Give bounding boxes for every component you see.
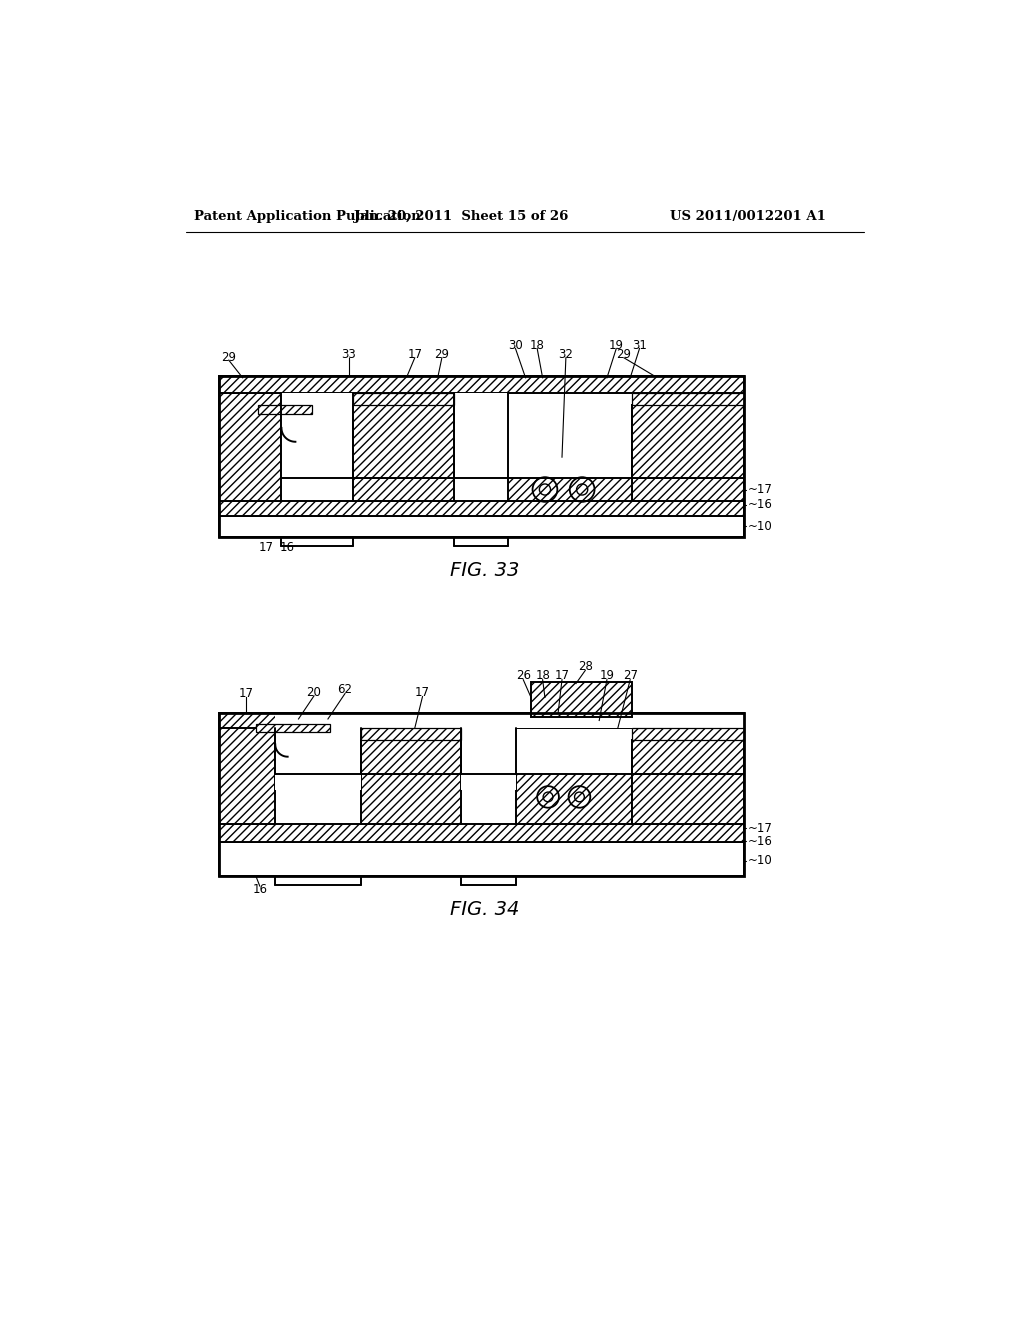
Bar: [632, 729, 744, 739]
Bar: [632, 405, 744, 478]
Text: 17: 17: [555, 669, 569, 682]
Bar: [219, 376, 744, 393]
Bar: [632, 393, 744, 478]
Bar: [219, 376, 744, 537]
Bar: [275, 729, 360, 789]
Bar: [360, 739, 461, 775]
Text: 32: 32: [558, 348, 573, 362]
Bar: [632, 775, 744, 825]
Text: ~17: ~17: [748, 822, 773, 834]
Text: 26: 26: [516, 669, 530, 682]
Bar: [219, 393, 282, 502]
Bar: [219, 502, 744, 516]
Text: Patent Application Publication: Patent Application Publication: [194, 210, 421, 223]
Text: 17: 17: [239, 686, 253, 700]
Text: ~10: ~10: [748, 854, 773, 867]
Text: 29: 29: [434, 348, 450, 362]
Bar: [219, 842, 744, 876]
Text: 29: 29: [616, 348, 632, 362]
Text: 18: 18: [536, 669, 550, 682]
Bar: [508, 478, 632, 502]
Text: 19: 19: [599, 669, 614, 682]
Text: 62: 62: [338, 684, 352, 696]
Text: US 2011/0012201 A1: US 2011/0012201 A1: [671, 210, 826, 223]
Bar: [352, 393, 454, 478]
Text: 19: 19: [608, 339, 624, 352]
Text: 18: 18: [529, 339, 545, 352]
Bar: [461, 729, 515, 789]
Bar: [632, 478, 744, 502]
Text: 31: 31: [632, 339, 647, 352]
Bar: [275, 713, 744, 729]
Bar: [515, 775, 632, 825]
Text: 17: 17: [408, 348, 422, 362]
Bar: [531, 682, 632, 717]
Text: Jan. 20, 2011  Sheet 15 of 26: Jan. 20, 2011 Sheet 15 of 26: [354, 210, 568, 223]
Text: FIG. 33: FIG. 33: [450, 561, 519, 579]
Text: ~17: ~17: [748, 483, 773, 496]
Bar: [282, 393, 352, 478]
Text: ~10: ~10: [748, 520, 773, 533]
Text: FIG. 34: FIG. 34: [450, 900, 519, 919]
Bar: [360, 775, 461, 825]
Bar: [256, 725, 330, 733]
Bar: [454, 393, 508, 478]
Text: 17: 17: [258, 541, 273, 554]
Bar: [258, 405, 312, 414]
Text: 27: 27: [623, 669, 638, 682]
Bar: [360, 729, 461, 739]
Text: 29: 29: [221, 351, 237, 363]
Bar: [352, 478, 454, 502]
Bar: [219, 825, 744, 842]
Text: 33: 33: [341, 348, 356, 362]
Bar: [360, 729, 461, 775]
Text: 28: 28: [578, 660, 593, 673]
Text: 16: 16: [280, 541, 294, 554]
Text: ~16: ~16: [748, 834, 773, 847]
Bar: [632, 393, 744, 405]
Bar: [219, 713, 275, 825]
Text: 16: 16: [252, 883, 267, 896]
Text: 20: 20: [306, 685, 322, 698]
Bar: [632, 729, 744, 775]
Bar: [352, 393, 454, 405]
Text: ~16: ~16: [748, 499, 773, 511]
Bar: [219, 713, 744, 876]
Text: 17: 17: [415, 686, 430, 700]
Bar: [219, 713, 744, 729]
Bar: [352, 405, 454, 478]
Bar: [632, 739, 744, 775]
Text: 30: 30: [508, 339, 523, 352]
Bar: [219, 516, 744, 537]
